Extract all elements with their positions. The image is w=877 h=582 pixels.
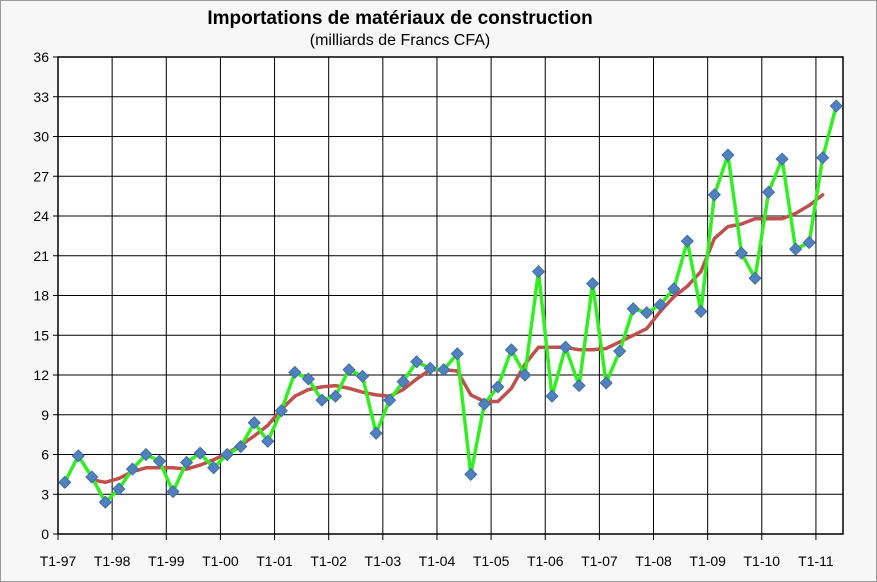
series-line	[63, 105, 838, 504]
data-point	[71, 449, 85, 463]
y-tick-label: 30	[33, 129, 49, 145]
x-tick-label: T1-07	[581, 553, 618, 569]
data-point	[531, 265, 546, 279]
data-point	[288, 365, 302, 379]
y-tick-label: 36	[33, 49, 49, 65]
x-tick-label: T1-98	[94, 553, 131, 569]
data-point	[315, 393, 329, 407]
y-tick-label: 12	[33, 367, 49, 383]
data-point	[734, 246, 749, 260]
y-tick-label: 15	[33, 327, 49, 343]
data-point	[423, 361, 437, 375]
data-point	[626, 302, 640, 316]
y-tick-label: 27	[33, 168, 49, 184]
data-point	[437, 363, 451, 377]
y-tick-label: 6	[41, 447, 49, 463]
data-point	[261, 434, 275, 448]
data-point	[98, 495, 112, 509]
data-point	[477, 397, 491, 411]
x-tick-label: T1-11	[798, 553, 834, 569]
y-tick-label: 24	[33, 208, 49, 224]
trend-line	[90, 193, 825, 485]
x-tick-label: T1-00	[202, 553, 239, 569]
data-point	[653, 298, 667, 312]
x-tick-label: T1-01	[256, 553, 293, 569]
data-point	[491, 380, 505, 394]
data-point	[139, 447, 153, 462]
y-tick-label: 9	[41, 407, 49, 423]
data-point	[396, 375, 410, 389]
data-point	[504, 343, 518, 357]
data-point	[247, 416, 261, 430]
data-point	[694, 304, 708, 318]
data-point	[464, 467, 478, 481]
data-point	[802, 235, 816, 250]
data-point	[166, 485, 180, 499]
x-tick-label: T1-08	[635, 553, 672, 569]
data-point	[383, 393, 397, 407]
data-point	[572, 379, 586, 393]
data-point	[545, 389, 559, 403]
data-point	[707, 188, 721, 202]
y-tick-label: 21	[33, 248, 49, 264]
x-tick-label: T1-03	[365, 553, 402, 569]
data-point	[234, 439, 248, 454]
data-point	[410, 355, 424, 369]
data-point	[599, 376, 613, 390]
data-point	[748, 271, 762, 285]
data-point	[112, 482, 126, 496]
x-tick-label: T1-99	[148, 553, 185, 569]
data-point	[85, 470, 99, 484]
data-point	[640, 306, 654, 320]
data-point	[58, 475, 72, 489]
data-point	[274, 404, 288, 418]
y-tick-label: 18	[33, 288, 49, 304]
chart-title: Importations de matériaux de constructio…	[207, 8, 593, 29]
data-point	[613, 344, 627, 358]
data-point	[369, 426, 383, 440]
y-tick-label: 3	[41, 486, 49, 502]
data-point	[789, 242, 803, 256]
data-point	[450, 347, 464, 361]
x-tick-label: T1-10	[744, 553, 781, 569]
data-point	[180, 455, 194, 470]
data-point	[586, 277, 600, 291]
data-point	[829, 99, 843, 113]
x-tick-label: T1-04	[419, 553, 456, 569]
x-tick-label: T1-06	[527, 553, 564, 569]
data-point	[761, 185, 776, 199]
x-tick-label: T1-09	[689, 553, 726, 569]
chart-subtitle: (milliards de Francs CFA)	[309, 32, 491, 49]
data-point	[518, 368, 532, 382]
y-tick-label: 0	[41, 526, 49, 542]
data-point	[355, 369, 370, 383]
data-point	[301, 372, 315, 386]
data-point	[816, 151, 830, 165]
data-point	[775, 152, 789, 166]
x-tick-label: T1-97	[40, 553, 77, 569]
data-point	[220, 447, 234, 462]
data-point	[558, 340, 573, 354]
x-tick-label: T1-02	[310, 553, 347, 569]
x-tick-label: T1-05	[473, 553, 510, 569]
data-point	[721, 148, 735, 162]
data-point	[125, 462, 140, 476]
data-point	[193, 446, 207, 460]
data-point	[152, 454, 167, 468]
data-point	[207, 461, 221, 475]
data-point	[680, 234, 694, 248]
data-point	[342, 363, 356, 377]
data-point	[328, 389, 343, 403]
data-point	[667, 282, 681, 296]
y-tick-label: 33	[33, 89, 49, 105]
